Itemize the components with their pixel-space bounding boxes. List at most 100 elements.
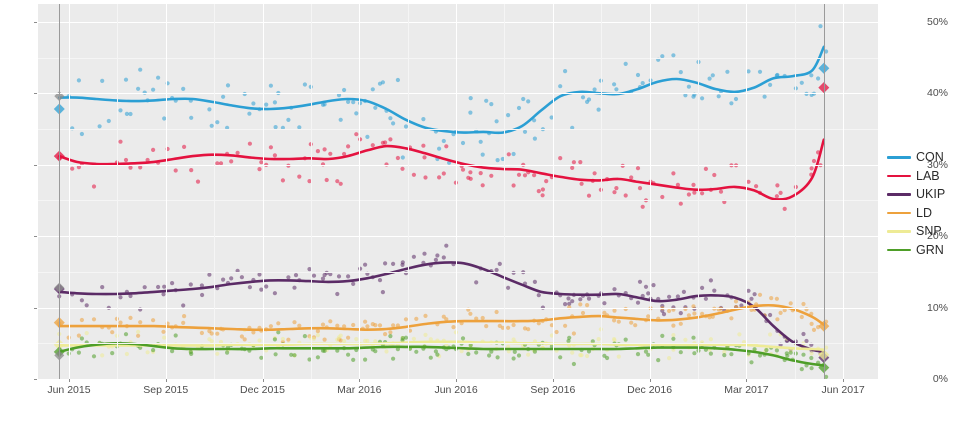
poll-point-ukip xyxy=(752,292,757,297)
legend-swatch-snp-icon xyxy=(886,223,912,239)
poll-point-grn xyxy=(391,356,396,361)
poll-point-lab xyxy=(423,175,428,180)
poll-point-snp xyxy=(373,339,378,344)
poll-point-ld xyxy=(480,315,485,321)
legend-item-grn[interactable]: GRN xyxy=(886,241,960,260)
gridline-vertical-minor xyxy=(311,4,312,379)
poll-point-lab xyxy=(307,179,312,184)
legend-item-con[interactable]: CON xyxy=(886,148,960,167)
legend-item-ld[interactable]: LD xyxy=(886,204,960,223)
poll-point-lab xyxy=(775,183,780,188)
poll-point-ld xyxy=(602,310,607,315)
poll-point-ukip xyxy=(506,285,511,290)
election-2017-line xyxy=(823,4,825,379)
poll-point-ld xyxy=(578,302,583,307)
poll-point-grn xyxy=(646,352,651,357)
poll-point-con xyxy=(511,151,516,157)
poll-point-snp xyxy=(342,338,347,344)
poll-point-ukip xyxy=(181,303,186,308)
poll-point-lab xyxy=(686,192,692,197)
poll-point-ukip xyxy=(563,302,568,307)
poll-point-ld xyxy=(585,303,590,308)
poll-point-lab xyxy=(91,184,97,189)
poll-point-ld xyxy=(215,331,220,336)
poll-point-lab xyxy=(437,175,442,180)
poll-point-con xyxy=(273,125,278,130)
poll-point-con xyxy=(558,84,563,89)
legend-item-snp[interactable]: SNP xyxy=(886,222,960,241)
poll-point-con xyxy=(733,96,739,102)
poll-point-ld xyxy=(388,330,393,335)
poll-point-con xyxy=(128,111,133,117)
poll-point-snp xyxy=(215,351,220,356)
poll-point-lab xyxy=(532,173,537,178)
poll-point-lab xyxy=(322,147,327,152)
poll-point-lab xyxy=(623,193,628,198)
poll-point-con xyxy=(286,117,291,122)
poll-point-ukip xyxy=(351,281,356,286)
poll-point-ld xyxy=(623,306,628,312)
gridline-vertical xyxy=(843,4,844,379)
poll-point-ukip xyxy=(411,254,416,259)
gridline-vertical xyxy=(456,4,457,379)
poll-point-ukip xyxy=(118,295,123,300)
poll-point-con xyxy=(612,82,617,87)
poll-point-snp xyxy=(354,337,359,342)
poll-point-ld xyxy=(757,292,763,297)
poll-point-con xyxy=(156,75,161,80)
poll-point-ld xyxy=(616,319,621,324)
poll-point-con xyxy=(138,67,143,72)
poll-point-ld xyxy=(118,320,123,325)
poll-point-grn xyxy=(460,336,466,341)
poll-point-con xyxy=(775,72,780,78)
poll-point-lab xyxy=(370,143,375,148)
poll-point-con xyxy=(824,49,829,54)
poll-point-lab xyxy=(614,186,619,191)
poll-point-ld xyxy=(128,315,133,320)
poll-point-grn xyxy=(788,350,793,355)
poll-point-lab xyxy=(218,161,224,166)
poll-point-lab xyxy=(468,170,473,175)
poll-point-lab xyxy=(774,194,780,199)
y-axis-tick-label: 20% xyxy=(926,230,948,243)
poll-point-ld xyxy=(729,316,734,321)
poll-point-lab xyxy=(215,161,220,166)
poll-point-ld xyxy=(383,332,388,337)
poll-point-grn xyxy=(809,355,814,361)
poll-point-ukip xyxy=(494,267,499,273)
poll-point-lab xyxy=(342,151,347,157)
poll-point-con xyxy=(373,105,378,110)
poll-point-ld xyxy=(377,323,383,328)
poll-point-lab xyxy=(441,171,446,176)
poll-point-snp xyxy=(722,349,727,354)
poll-point-ld xyxy=(612,318,617,323)
legend: CON LAB UKIP LD SNP GRN xyxy=(886,148,960,259)
gridline-horizontal xyxy=(38,93,878,94)
poll-point-con xyxy=(757,69,763,74)
poll-point-ld xyxy=(811,327,817,332)
poll-point-con xyxy=(729,101,734,106)
poll-point-con xyxy=(521,96,526,102)
poll-point-lab xyxy=(151,147,156,152)
legend-item-ukip[interactable]: UKIP xyxy=(886,185,960,204)
poll-point-lab xyxy=(671,171,676,176)
poll-point-lab xyxy=(629,175,634,180)
poll-point-lab xyxy=(444,144,449,149)
poll-point-lab xyxy=(259,160,264,165)
poll-point-ld xyxy=(691,304,696,309)
legend-swatch-con-icon xyxy=(886,149,912,165)
poll-point-con xyxy=(391,121,396,126)
poll-point-ld xyxy=(342,324,347,329)
poll-point-ld xyxy=(667,308,672,314)
legend-item-lab[interactable]: LAB xyxy=(886,167,960,186)
poll-point-grn xyxy=(749,360,754,365)
poll-point-ukip xyxy=(188,282,193,287)
x-axis-tick-label: Dec 2015 xyxy=(240,384,285,396)
poll-point-con xyxy=(816,76,821,81)
poll-point-lab xyxy=(388,137,393,142)
trend-line-lab xyxy=(58,138,826,201)
poll-point-ld xyxy=(444,317,449,322)
poll-point-grn xyxy=(511,356,516,361)
poll-point-ukip xyxy=(566,296,571,301)
poll-point-ld xyxy=(161,329,166,334)
